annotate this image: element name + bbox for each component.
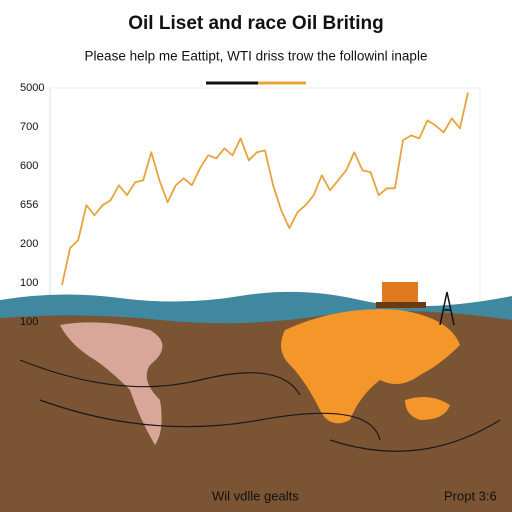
footer-left: Wil vdlle gealts xyxy=(212,488,299,503)
y-tick-label: 700 xyxy=(20,121,38,133)
australia xyxy=(405,396,450,420)
footer-right: Propt 3:6 xyxy=(444,488,497,503)
y-tick-label: 656 xyxy=(20,199,38,211)
pipeline xyxy=(19,359,501,452)
y-tick-label: 200 xyxy=(20,238,38,250)
eurasia-africa xyxy=(281,309,460,424)
data-line xyxy=(61,92,469,286)
chart-title: Oil Liset and race Oil Briting xyxy=(128,13,384,34)
y-tick-label: 5000 xyxy=(20,82,44,94)
y-tick-label: 100 xyxy=(20,277,38,289)
y-tick-label: 600 xyxy=(20,160,38,172)
rig-base xyxy=(376,302,426,308)
y-tick-label: 100 xyxy=(20,316,38,328)
rig xyxy=(382,282,418,304)
americas xyxy=(60,322,163,445)
derrick xyxy=(439,291,455,326)
chart-subtitle: Please help me Eattipt, WTI driss trow t… xyxy=(85,49,428,64)
